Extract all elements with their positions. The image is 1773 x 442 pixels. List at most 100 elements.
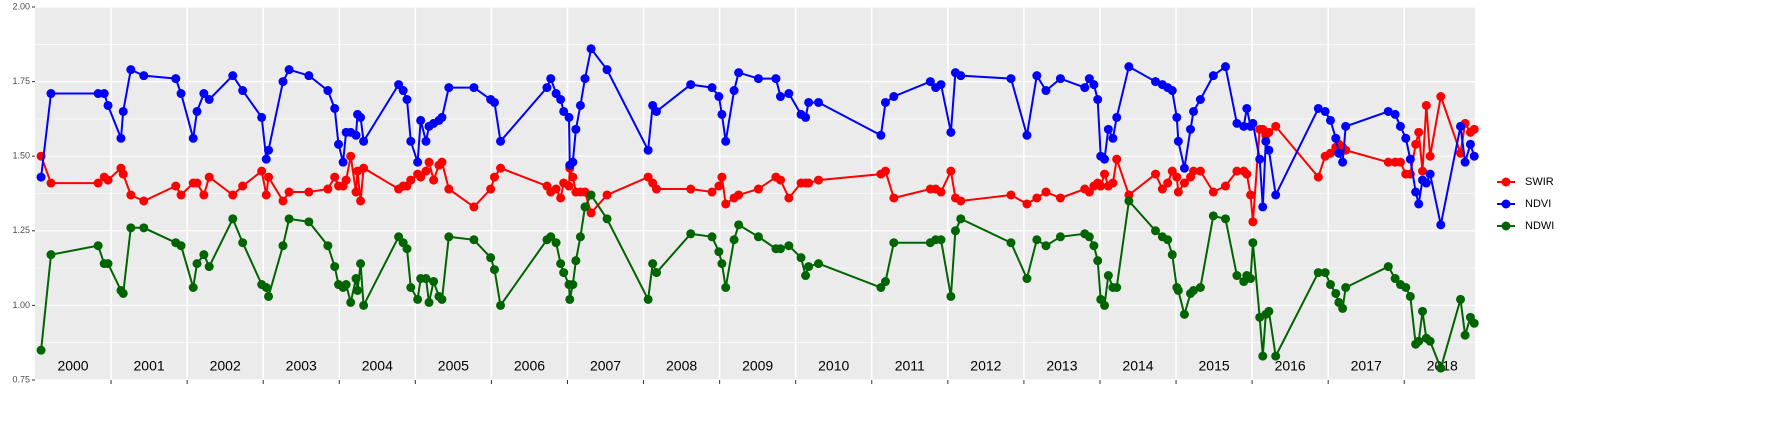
data-point (1421, 100, 1431, 110)
data-point (1208, 211, 1218, 221)
data-point (707, 232, 717, 242)
data-point (784, 241, 794, 251)
data-point (338, 157, 348, 167)
data-point (651, 106, 661, 116)
x-tick-label: 2007 (590, 358, 621, 374)
data-point (351, 130, 361, 140)
data-point (126, 223, 136, 233)
data-point (734, 68, 744, 78)
data-point (1185, 124, 1195, 134)
data-point (489, 97, 499, 107)
data-point (437, 112, 447, 122)
data-point (729, 86, 739, 96)
data-point (686, 80, 696, 90)
data-point (568, 280, 578, 290)
data-point (1418, 166, 1428, 176)
data-point (261, 154, 271, 164)
data-point (1405, 154, 1415, 164)
data-point (359, 300, 369, 310)
y-tick-label: 1.00 (12, 300, 30, 310)
data-point (257, 112, 267, 122)
data-point (889, 238, 899, 248)
data-point (264, 172, 274, 182)
data-point (1232, 118, 1242, 128)
data-point (1124, 62, 1134, 72)
data-point (1179, 178, 1189, 188)
x-tick-label: 2008 (666, 358, 697, 374)
data-point (1338, 303, 1348, 313)
data-point (707, 83, 717, 93)
data-point (334, 139, 344, 149)
data-point (729, 235, 739, 245)
data-point (717, 172, 727, 182)
data-point (1093, 256, 1103, 266)
data-point (204, 172, 214, 182)
data-point (199, 250, 209, 260)
data-point (1220, 181, 1230, 191)
data-point (1006, 190, 1016, 200)
data-point (469, 202, 479, 212)
data-point (1255, 154, 1265, 164)
data-point (784, 89, 794, 99)
data-point (421, 274, 431, 284)
data-point (775, 92, 785, 102)
data-point (586, 208, 596, 218)
data-point (228, 214, 238, 224)
data-point (421, 166, 431, 176)
data-point (796, 253, 806, 263)
data-point (238, 86, 248, 96)
data-point (1189, 285, 1199, 295)
data-point (1055, 232, 1065, 242)
data-point (556, 95, 566, 105)
data-point (1103, 124, 1113, 134)
data-point (542, 83, 552, 93)
data-point (1163, 235, 1173, 245)
data-point (1421, 178, 1431, 188)
data-point (402, 95, 412, 105)
data-point (1258, 202, 1268, 212)
data-point (139, 196, 149, 206)
data-point (1248, 238, 1258, 248)
data-point (936, 80, 946, 90)
data-point (1032, 235, 1042, 245)
data-point (1084, 232, 1094, 242)
x-tick-label: 2005 (438, 358, 469, 374)
data-point (580, 202, 590, 212)
legend-label: SWIR (1525, 176, 1554, 188)
data-point (264, 291, 274, 301)
data-point (586, 44, 596, 54)
data-point (1195, 282, 1205, 292)
data-point (559, 268, 569, 278)
data-point (1157, 184, 1167, 194)
data-point (1405, 291, 1415, 301)
data-point (103, 100, 113, 110)
data-point (1465, 139, 1475, 149)
series-line (40, 46, 1476, 226)
data-point (575, 232, 585, 242)
data-point (946, 166, 956, 176)
data-point (1179, 163, 1189, 173)
data-point (1172, 112, 1182, 122)
data-point (356, 196, 366, 206)
data-point (1436, 220, 1446, 230)
data-point (1006, 74, 1016, 84)
data-point (1395, 121, 1405, 131)
x-tick-label: 2000 (57, 358, 88, 374)
data-point (1271, 351, 1281, 361)
data-point (264, 145, 274, 155)
data-point (424, 297, 434, 307)
data-point (1264, 145, 1274, 155)
data-point (771, 74, 781, 84)
data-point (1401, 282, 1411, 292)
data-point (575, 100, 585, 110)
data-point (804, 178, 814, 188)
data-point (1414, 336, 1424, 346)
data-point (1261, 136, 1271, 146)
data-point (36, 172, 46, 182)
x-tick-label: 2009 (742, 358, 773, 374)
data-point (1080, 83, 1090, 93)
data-point (330, 172, 340, 182)
data-point (346, 151, 356, 161)
data-point (801, 271, 811, 281)
x-tick-label: 2001 (134, 358, 165, 374)
